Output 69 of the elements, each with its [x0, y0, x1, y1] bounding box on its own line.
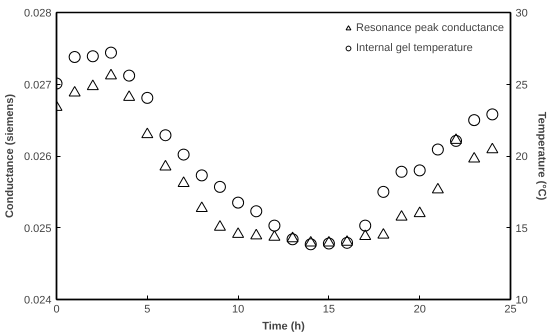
point [486, 108, 498, 120]
y-tick-label: 0.027 [24, 79, 52, 92]
point [432, 144, 444, 156]
point [214, 220, 226, 231]
point [468, 152, 480, 163]
point [341, 235, 354, 246]
y-tick-label: 0.024 [24, 294, 52, 306]
point [196, 202, 208, 212]
point [178, 176, 190, 187]
y2-tick-label: 15 [516, 222, 528, 235]
point [268, 230, 280, 241]
point [322, 238, 335, 250]
y2-tick-label: 10 [516, 294, 528, 306]
point [396, 210, 408, 221]
y2-axis-title: Temperature (°C) [536, 112, 548, 201]
y-tick-label: 0.026 [24, 151, 52, 163]
x-tick-label: 15 [322, 304, 336, 316]
point [486, 142, 498, 154]
point [432, 182, 444, 194]
x-tick-label: 25 [504, 304, 517, 316]
point [450, 133, 462, 144]
point [123, 90, 136, 101]
point [286, 233, 299, 246]
point [141, 92, 154, 104]
x-tick-label: 0 [53, 304, 60, 316]
y2-tick-label: 20 [516, 151, 528, 163]
point [68, 86, 81, 97]
point [286, 232, 299, 242]
point [141, 128, 154, 138]
point [359, 230, 372, 240]
legend-label: Resonance peak conductance [356, 22, 504, 34]
point [304, 238, 317, 250]
point [104, 46, 117, 59]
point [196, 169, 208, 182]
x-tick-label: 5 [144, 304, 150, 316]
point [68, 50, 81, 63]
y-tick-label: 0.028 [24, 8, 52, 20]
y-tick-label: 0.025 [24, 222, 52, 235]
point [377, 186, 390, 198]
point [159, 129, 172, 142]
point [396, 166, 408, 178]
point [104, 68, 117, 80]
point [414, 164, 426, 176]
x-tick-label: 10 [232, 304, 244, 316]
point [450, 134, 462, 147]
point [232, 227, 244, 238]
y-axis-title: Conductance (siemens) [4, 94, 16, 218]
y2-tick-label: 30 [516, 8, 528, 20]
point [250, 228, 262, 240]
point [86, 50, 99, 62]
point [86, 80, 99, 90]
point [178, 148, 190, 161]
point [214, 180, 226, 193]
x-tick-label: 20 [414, 304, 426, 316]
point [268, 220, 280, 232]
y2-tick-label: 25 [516, 79, 528, 92]
point [232, 196, 244, 209]
point [414, 206, 426, 218]
x-axis-title: Time (h) [262, 320, 306, 332]
point [304, 236, 317, 246]
point [159, 160, 172, 170]
point [468, 114, 480, 126]
legend-label: Internal gel temperature [356, 42, 473, 54]
point [377, 228, 390, 239]
point [359, 220, 372, 232]
point [250, 205, 262, 218]
point [322, 236, 335, 246]
point [341, 236, 354, 249]
point [123, 70, 136, 82]
